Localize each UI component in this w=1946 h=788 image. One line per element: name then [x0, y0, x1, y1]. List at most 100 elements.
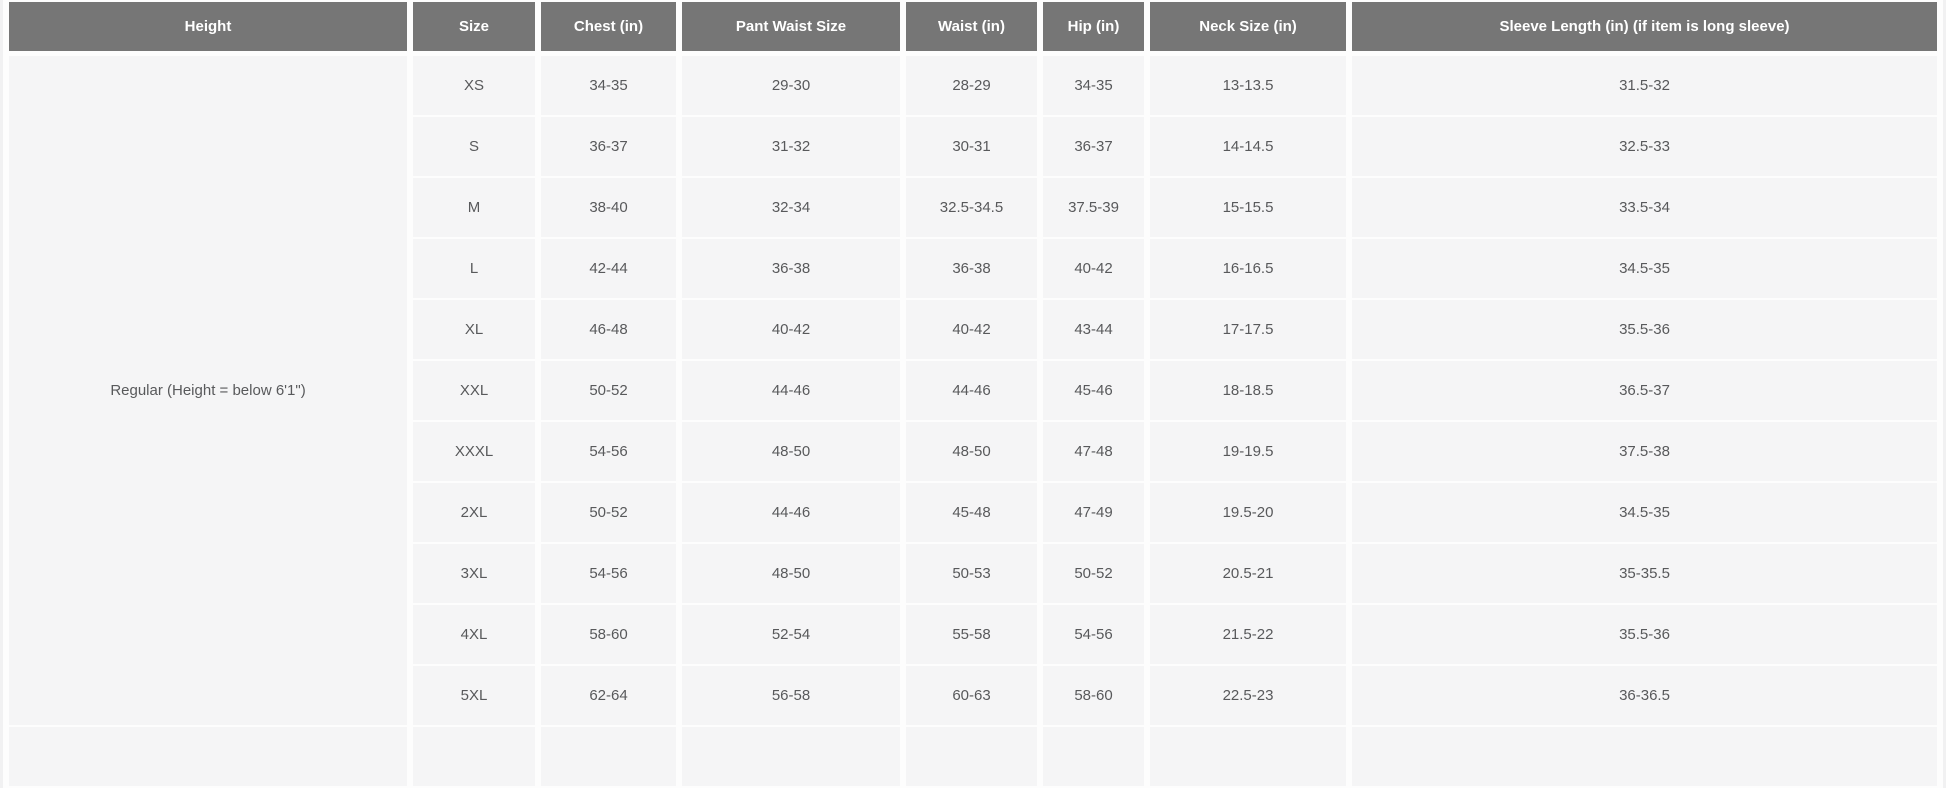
- cell-waist: 30-31: [906, 117, 1037, 176]
- cell-hip: 47-49: [1043, 483, 1144, 542]
- cell-neck: 17-17.5: [1150, 300, 1346, 359]
- cell-waist: 48-50: [906, 422, 1037, 481]
- cell-sleeve: 32.5-33: [1352, 117, 1937, 176]
- cell-chest: 58-60: [541, 605, 676, 664]
- cell-size: S: [413, 117, 535, 176]
- table-row: Regular (Height = below 6'1") XS 34-35 2…: [9, 56, 1937, 725]
- cell-chest: [541, 727, 676, 786]
- cell-pant-waist: 32-34: [682, 178, 900, 237]
- cell-chest: 54-56: [541, 422, 676, 481]
- cell-size: XXXL: [413, 422, 535, 481]
- cell-neck: 20.5-21: [1150, 544, 1346, 603]
- cell-hip: 50-52: [1043, 544, 1144, 603]
- table-row: 2XL 50-52 44-46 45-48 47-49 19.5-20 34.5…: [9, 483, 1937, 542]
- cell-size: 4XL: [413, 605, 535, 664]
- cell-size: XL: [413, 300, 535, 359]
- cell-sleeve: 36-36.5: [1352, 666, 1937, 725]
- cell-pant-waist: 56-58: [682, 666, 900, 725]
- cell-sleeve: 34.5-35: [1352, 239, 1937, 298]
- column-header-chest: Chest (in): [541, 2, 676, 54]
- column-header-pant-waist: Pant Waist Size: [682, 2, 900, 54]
- table-row: XL 46-48 40-42 40-42 43-44 17-17.5 35.5-…: [9, 300, 1937, 359]
- column-header-waist: Waist (in): [906, 2, 1037, 54]
- column-header-neck: Neck Size (in): [1150, 2, 1346, 54]
- table-row: 4XL 58-60 52-54 55-58 54-56 21.5-22 35.5…: [9, 605, 1937, 664]
- cell-sleeve: 35.5-36: [1352, 300, 1937, 359]
- cell-pant-waist: 36-38: [682, 239, 900, 298]
- cell-pant-waist: [682, 727, 900, 786]
- cell-chest: 62-64: [541, 666, 676, 725]
- cell-neck: 21.5-22: [1150, 605, 1346, 664]
- cell-sleeve: 33.5-34: [1352, 178, 1937, 237]
- cell-waist: [906, 727, 1037, 786]
- cell-size: 5XL: [413, 666, 535, 725]
- cell-hip: 54-56: [1043, 605, 1144, 664]
- cell-pant-waist: 48-50: [682, 422, 900, 481]
- cell-chest: 54-56: [541, 544, 676, 603]
- cell-sleeve: 35-35.5: [1352, 544, 1937, 603]
- cell-chest: 38-40: [541, 178, 676, 237]
- cell-hip: 34-35: [1043, 56, 1144, 115]
- table-row: M 38-40 32-34 32.5-34.5 37.5-39 15-15.5 …: [9, 178, 1937, 237]
- cell-pant-waist: 52-54: [682, 605, 900, 664]
- cell-height: [9, 727, 407, 786]
- cell-sleeve: 36.5-37: [1352, 361, 1937, 420]
- cell-neck: 16-16.5: [1150, 239, 1346, 298]
- cell-waist: 50-53: [906, 544, 1037, 603]
- cell-hip: 58-60: [1043, 666, 1144, 725]
- cell-sleeve: 31.5-32: [1352, 56, 1937, 115]
- cell-waist: 32.5-34.5: [906, 178, 1037, 237]
- cell-sleeve: 34.5-35: [1352, 483, 1937, 542]
- table-row: XXL 50-52 44-46 44-46 45-46 18-18.5 36.5…: [9, 361, 1937, 420]
- cell-sleeve: 35.5-36: [1352, 605, 1937, 664]
- table-row: 3XL 54-56 48-50 50-53 50-52 20.5-21 35-3…: [9, 544, 1937, 603]
- header-row: Height Size Chest (in) Pant Waist Size W…: [9, 2, 1937, 54]
- cell-waist: 45-48: [906, 483, 1037, 542]
- column-header-height: Height: [9, 2, 407, 54]
- cell-waist: 40-42: [906, 300, 1037, 359]
- cell-sleeve: [1352, 727, 1937, 786]
- height-group-cell: Regular (Height = below 6'1"): [9, 56, 407, 725]
- cell-neck: 14-14.5: [1150, 117, 1346, 176]
- cell-chest: 46-48: [541, 300, 676, 359]
- size-chart: Height Size Chest (in) Pant Waist Size W…: [3, 0, 1943, 788]
- cell-chest: 34-35: [541, 56, 676, 115]
- size-chart-table: Height Size Chest (in) Pant Waist Size W…: [3, 0, 1943, 788]
- cell-waist: 28-29: [906, 56, 1037, 115]
- cell-chest: 50-52: [541, 483, 676, 542]
- cell-neck: 18-18.5: [1150, 361, 1346, 420]
- cell-pant-waist: 40-42: [682, 300, 900, 359]
- cell-size: XXL: [413, 361, 535, 420]
- cell-hip: 47-48: [1043, 422, 1144, 481]
- column-header-size: Size: [413, 2, 535, 54]
- cell-pant-waist: 44-46: [682, 361, 900, 420]
- cell-neck: 19-19.5: [1150, 422, 1346, 481]
- cell-waist: 60-63: [906, 666, 1037, 725]
- table-row: 5XL 62-64 56-58 60-63 58-60 22.5-23 36-3…: [9, 666, 1937, 725]
- cell-neck: 13-13.5: [1150, 56, 1346, 115]
- cell-neck: 15-15.5: [1150, 178, 1346, 237]
- cell-hip: 45-46: [1043, 361, 1144, 420]
- cell-size: [413, 727, 535, 786]
- cell-pant-waist: 44-46: [682, 483, 900, 542]
- cell-waist: 55-58: [906, 605, 1037, 664]
- table-row: L 42-44 36-38 36-38 40-42 16-16.5 34.5-3…: [9, 239, 1937, 298]
- cell-hip: 36-37: [1043, 117, 1144, 176]
- cell-neck: [1150, 727, 1346, 786]
- cell-size: 2XL: [413, 483, 535, 542]
- cell-chest: 50-52: [541, 361, 676, 420]
- cell-waist: 44-46: [906, 361, 1037, 420]
- cell-size: L: [413, 239, 535, 298]
- column-header-sleeve: Sleeve Length (in) (if item is long slee…: [1352, 2, 1937, 54]
- cell-neck: 19.5-20: [1150, 483, 1346, 542]
- cell-pant-waist: 31-32: [682, 117, 900, 176]
- cell-hip: 40-42: [1043, 239, 1144, 298]
- cell-size: M: [413, 178, 535, 237]
- cell-hip: [1043, 727, 1144, 786]
- cell-pant-waist: 29-30: [682, 56, 900, 115]
- table-row: XXXL 54-56 48-50 48-50 47-48 19-19.5 37.…: [9, 422, 1937, 481]
- column-header-hip: Hip (in): [1043, 2, 1144, 54]
- cell-waist: 36-38: [906, 239, 1037, 298]
- cell-size: 3XL: [413, 544, 535, 603]
- cell-hip: 43-44: [1043, 300, 1144, 359]
